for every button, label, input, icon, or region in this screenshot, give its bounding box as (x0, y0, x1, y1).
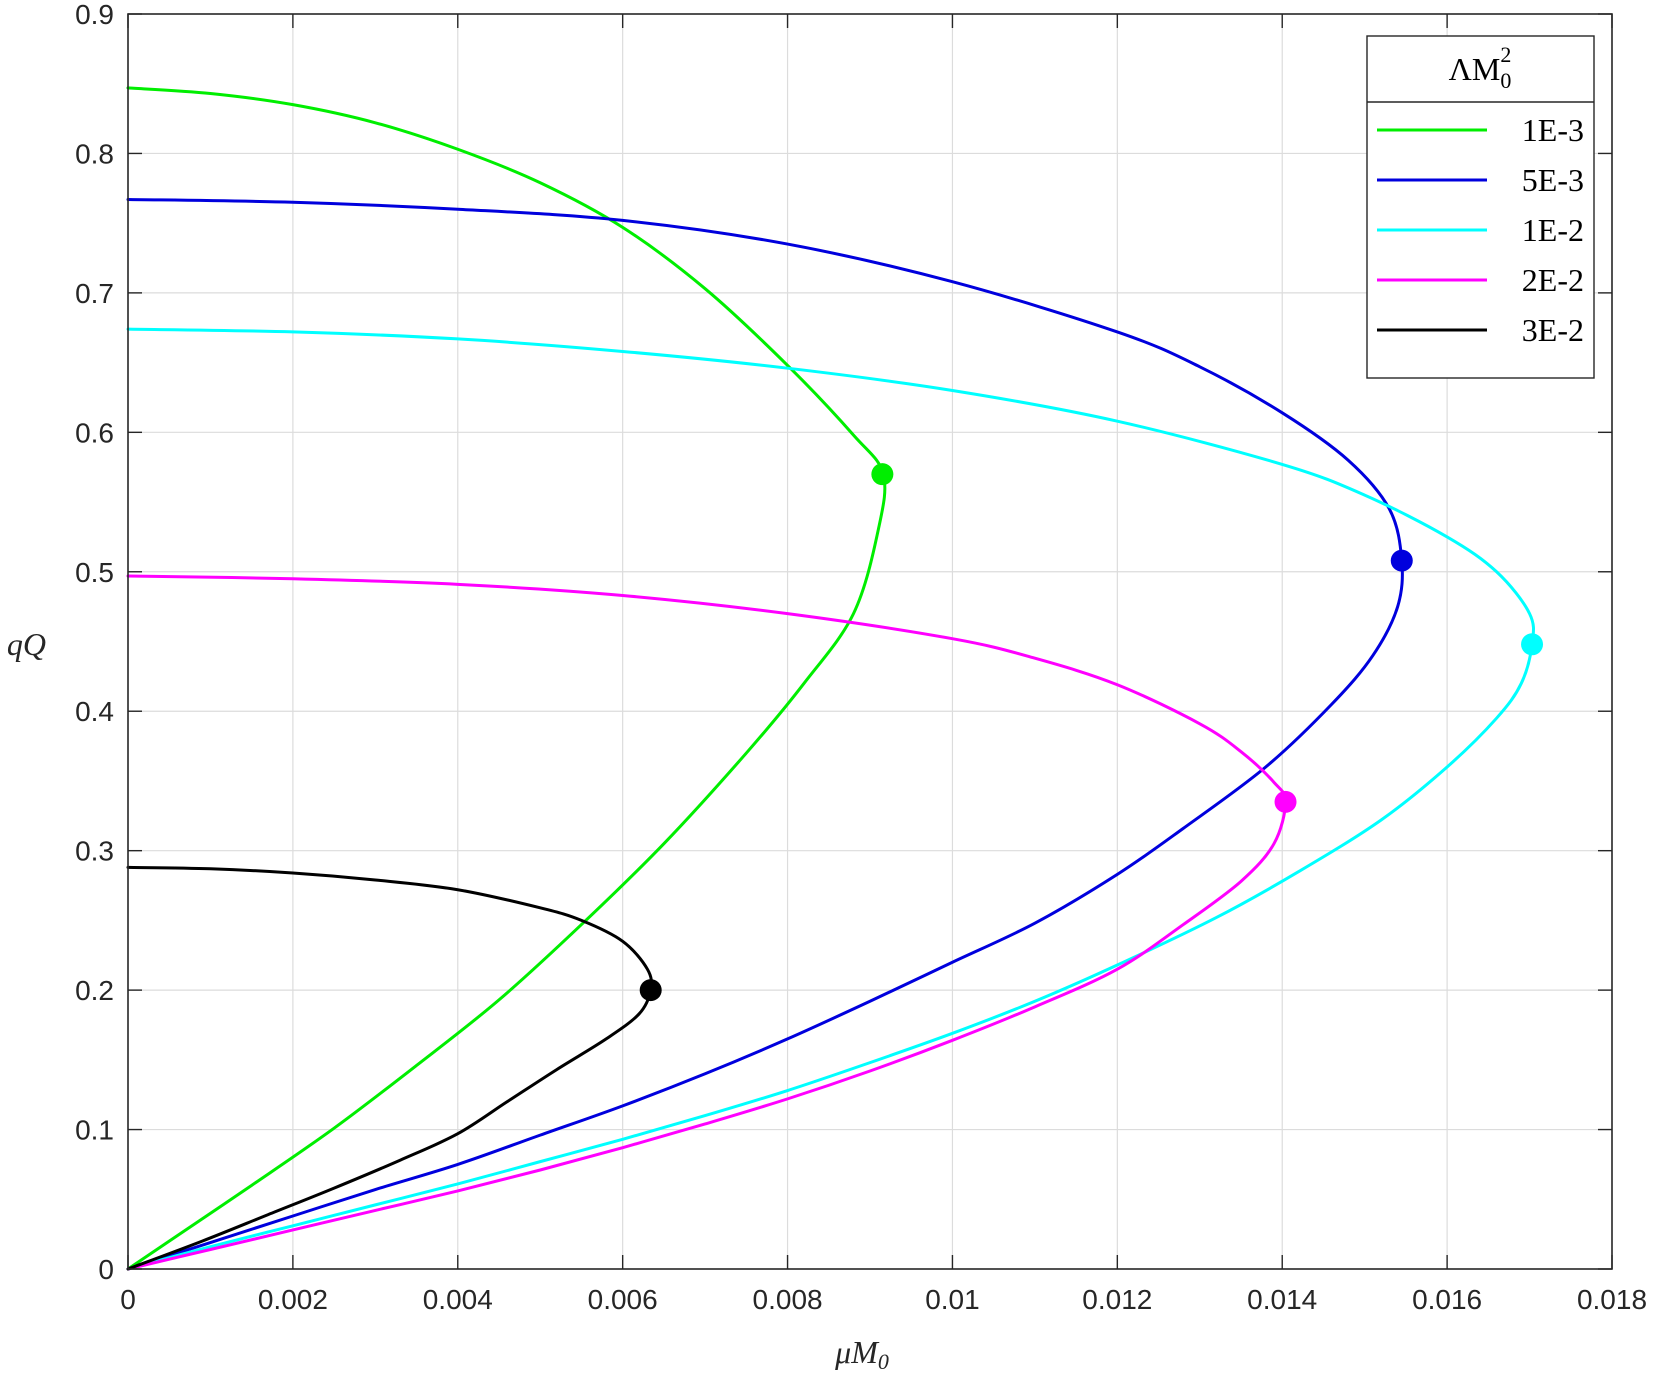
x-tick-label: 0 (120, 1284, 136, 1315)
series-line-1e-2 (126, 327, 1536, 1271)
x-tick-label: 0.01 (925, 1284, 980, 1315)
x-tick-label: 0.012 (1082, 1284, 1152, 1315)
series-line-1e-3 (126, 86, 887, 1271)
y-axis-label: qQ (7, 626, 46, 662)
y-tick-label: 0.7 (75, 278, 114, 309)
y-tick-label: 0.9 (75, 0, 114, 30)
plot-markers (639, 463, 1544, 1002)
x-tick-label: 0.004 (423, 1284, 493, 1315)
x-axis-label-main: μM (834, 1334, 880, 1370)
series-line-5e-3 (126, 197, 1404, 1271)
legend-entry: 2E-2 (1377, 262, 1584, 298)
legend-title-sub: 0 (1500, 68, 1511, 93)
legend-entries: 1E-3 5E-3 1E-2 2E-2 3E-2 (1377, 112, 1584, 348)
plot-lines (126, 86, 1536, 1271)
x-tick-label: 0.016 (1412, 1284, 1482, 1315)
legend-label: 5E-3 (1522, 162, 1584, 198)
legend: ΛM02 1E-3 5E-3 1E-2 2E-2 3E-2 (1366, 35, 1595, 379)
y-tick-label: 0.6 (75, 417, 114, 448)
legend-title: ΛM02 (1449, 42, 1512, 93)
x-tick-label: 0.006 (588, 1284, 658, 1315)
y-tick-label: 0.1 (75, 1115, 114, 1146)
series-line-3e-2 (126, 865, 653, 1271)
tick-labels: 0 0.002 0.004 0.006 0.008 0.01 0.012 0.014 0.016… (75, 0, 1647, 1315)
y-tick-label: 0.4 (75, 696, 114, 727)
x-tick-label: 0.002 (258, 1284, 328, 1315)
y-tick-label: 0.5 (75, 557, 114, 588)
legend-entry: 3E-2 (1377, 312, 1584, 348)
turning-point-marker-5e-3 (1390, 549, 1413, 572)
legend-label: 3E-2 (1522, 312, 1584, 348)
y-tick-label: 0.8 (75, 138, 114, 169)
y-tick-label: 0.3 (75, 836, 114, 867)
turning-point-marker-1e-2 (1521, 633, 1544, 656)
series-line-2e-2 (126, 574, 1288, 1271)
turning-point-marker-1e-3 (871, 463, 894, 486)
legend-entry: 1E-2 (1377, 212, 1584, 248)
legend-box (1366, 35, 1595, 379)
x-tick-label: 0.014 (1247, 1284, 1317, 1315)
turning-point-marker-3e-2 (639, 979, 662, 1002)
legend-entry: 5E-3 (1377, 162, 1584, 198)
legend-title-main: ΛM (1449, 51, 1501, 87)
legend-label: 2E-2 (1522, 262, 1584, 298)
x-axis-label-sub: 0 (878, 1349, 889, 1374)
legend-label: 1E-3 (1522, 112, 1584, 148)
axes-box (127, 13, 1613, 1270)
legend-label: 1E-2 (1522, 212, 1584, 248)
x-tick-label: 0.008 (753, 1284, 823, 1315)
y-tick-label: 0.2 (75, 975, 114, 1006)
legend-title-sup: 2 (1500, 42, 1511, 67)
x-tick-label: 0.018 (1577, 1284, 1647, 1315)
x-axis-label: μM0 (834, 1334, 889, 1374)
grid (128, 14, 1612, 1269)
turning-point-marker-2e-2 (1274, 790, 1297, 813)
ticks (127, 13, 1613, 1270)
legend-entry: 1E-3 (1377, 112, 1584, 148)
y-tick-label: 0 (98, 1254, 114, 1285)
